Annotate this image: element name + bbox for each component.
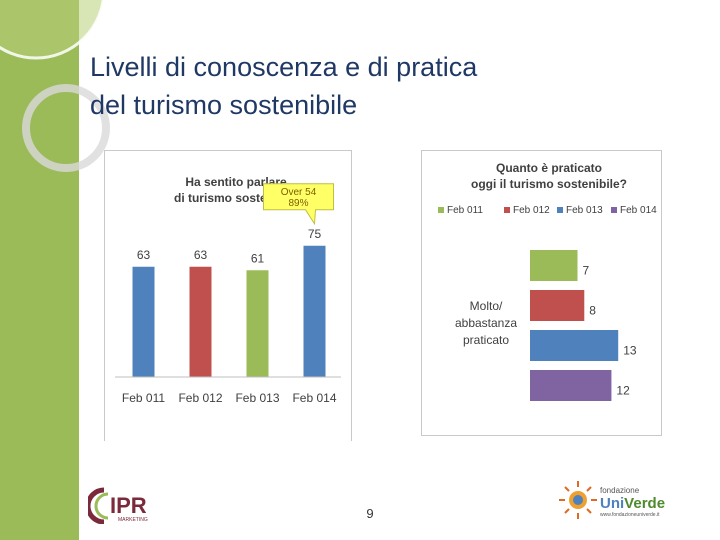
bar-feb-012: [530, 290, 585, 321]
chart-title-line-1: Ha sentito parlare: [185, 175, 287, 189]
univerde-brand-b: Verde: [624, 495, 665, 512]
slide-title: Livelli di conoscenza e di pratica del t…: [90, 48, 650, 124]
bar-feb-014: [530, 370, 612, 401]
data-label: 8: [589, 304, 596, 318]
legend-entry: Feb 013: [566, 205, 603, 216]
x-tick-label: Feb 013: [235, 391, 279, 405]
univerde-line1: fondazione: [600, 486, 640, 495]
data-label: 63: [137, 248, 151, 262]
practice-bar-chart: Quanto è praticato oggi il turismo soste…: [438, 161, 657, 401]
ipr-logo-subtext: MARKETING: [118, 517, 148, 523]
awareness-chart-panel: Ha sentito parlare di turismo sostenibil…: [104, 150, 352, 441]
legend-entry: Feb 011: [447, 205, 483, 216]
data-label: 12: [616, 384, 630, 398]
data-label: 13: [623, 344, 637, 358]
category-label-line-2: abbastanza: [455, 316, 517, 330]
data-label: 7: [583, 264, 590, 278]
bar-feb-012: [189, 266, 212, 377]
bar-feb-014: [303, 245, 326, 377]
univerde-logo: fondazione UniVerde www.fondazioneuniver…: [559, 481, 665, 519]
univerde-brand-a: Uni: [600, 495, 624, 512]
chart-title-line-2: oggi il turismo sostenibile?: [471, 177, 627, 191]
legend-swatch: [504, 207, 510, 213]
callout-text: 89%: [288, 198, 308, 209]
category-label-line-3: praticato: [463, 333, 509, 347]
legend-swatch: [611, 207, 617, 213]
callout-text: Over 54: [281, 187, 317, 198]
univerde-brand: UniVerde: [600, 495, 665, 512]
x-tick-label: Feb 012: [178, 391, 222, 405]
page-number: 9: [366, 506, 374, 521]
x-tick-label: Feb 011: [122, 391, 165, 405]
bar-feb-013: [246, 270, 269, 377]
data-label: 63: [194, 248, 208, 262]
slide-title-line-2: del turismo sostenibile: [90, 90, 358, 120]
bar-feb-011: [132, 266, 155, 377]
univerde-url: www.fondazioneuniverde.it: [600, 512, 660, 518]
data-label: 61: [251, 251, 265, 265]
x-tick-label: Feb 014: [292, 391, 336, 405]
ipr-logo: IPR MARKETING: [88, 487, 148, 524]
awareness-bar-chart: Ha sentito parlare di turismo sostenibil…: [115, 175, 341, 405]
ipr-logo-text: IPR: [110, 493, 147, 518]
slide-title-line-1: Livelli di conoscenza e di pratica: [90, 52, 478, 82]
legend-entry: Feb 012: [513, 205, 550, 216]
callout-box: [263, 183, 334, 226]
chart-title-line-1: Quanto è praticato: [496, 161, 602, 175]
data-label: 75: [308, 227, 322, 241]
legend-swatch: [438, 207, 444, 213]
legend-entry: Feb 014: [620, 205, 657, 216]
sun-icon: [559, 481, 597, 519]
bar-feb-011: [530, 250, 578, 281]
bar-feb-013: [530, 330, 619, 361]
category-label-line-1: Molto/: [470, 299, 503, 313]
legend-swatch: [557, 207, 563, 213]
practice-chart-panel: Quanto è praticato oggi il turismo soste…: [421, 150, 662, 436]
decorative-circles: [0, 0, 110, 172]
